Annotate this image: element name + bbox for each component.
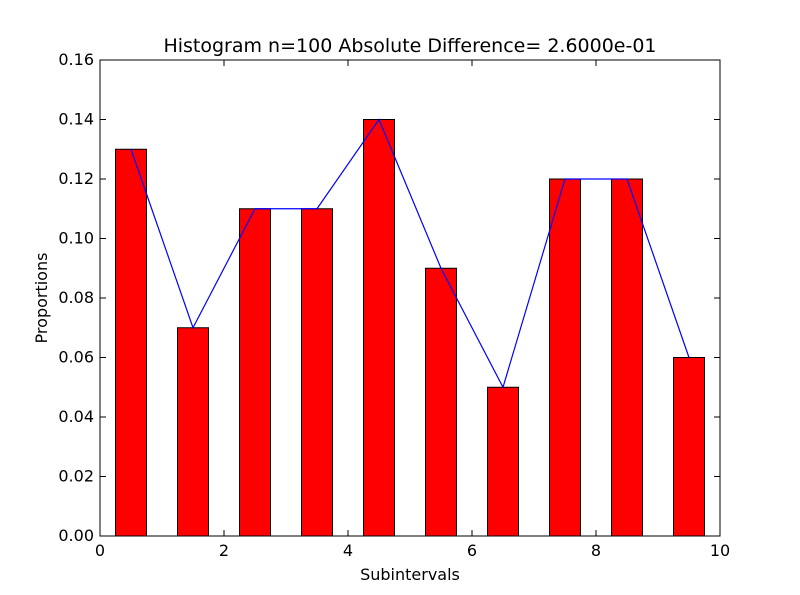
histogram-bar (549, 178, 581, 537)
x-tick-label: 4 (343, 541, 353, 560)
y-tick-label: 0.02 (58, 467, 94, 486)
histogram-bar (363, 119, 395, 537)
histogram-bar (425, 267, 457, 537)
y-tick-label: 0.04 (58, 407, 94, 426)
y-tick-label: 0.10 (58, 229, 94, 248)
y-axis-label: Proportions (32, 253, 51, 344)
chart-title: Histogram n=100 Absolute Difference= 2.6… (163, 35, 656, 57)
y-tick-label: 0.16 (58, 50, 94, 69)
histogram-bar (673, 357, 705, 537)
histogram-bar (487, 386, 519, 537)
x-tick-label: 2 (219, 541, 229, 560)
y-tick-label: 0.14 (58, 110, 94, 129)
x-tick-label: 0 (95, 541, 105, 560)
y-tick-label: 0.08 (58, 288, 94, 307)
y-tick-label: 0.06 (58, 348, 94, 367)
x-tick-label: 6 (467, 541, 477, 560)
histogram-bar (115, 148, 147, 537)
y-tick-label: 0.00 (58, 526, 94, 545)
histogram-bar (177, 327, 209, 537)
x-tick-label: 10 (710, 541, 730, 560)
series-line (130, 118, 690, 389)
histogram-bar (239, 208, 271, 537)
x-tick-label: 8 (591, 541, 601, 560)
y-tick-label: 0.12 (58, 169, 94, 188)
x-axis-label: Subintervals (360, 565, 460, 584)
histogram-bar (301, 208, 333, 537)
histogram-bar (611, 178, 643, 537)
